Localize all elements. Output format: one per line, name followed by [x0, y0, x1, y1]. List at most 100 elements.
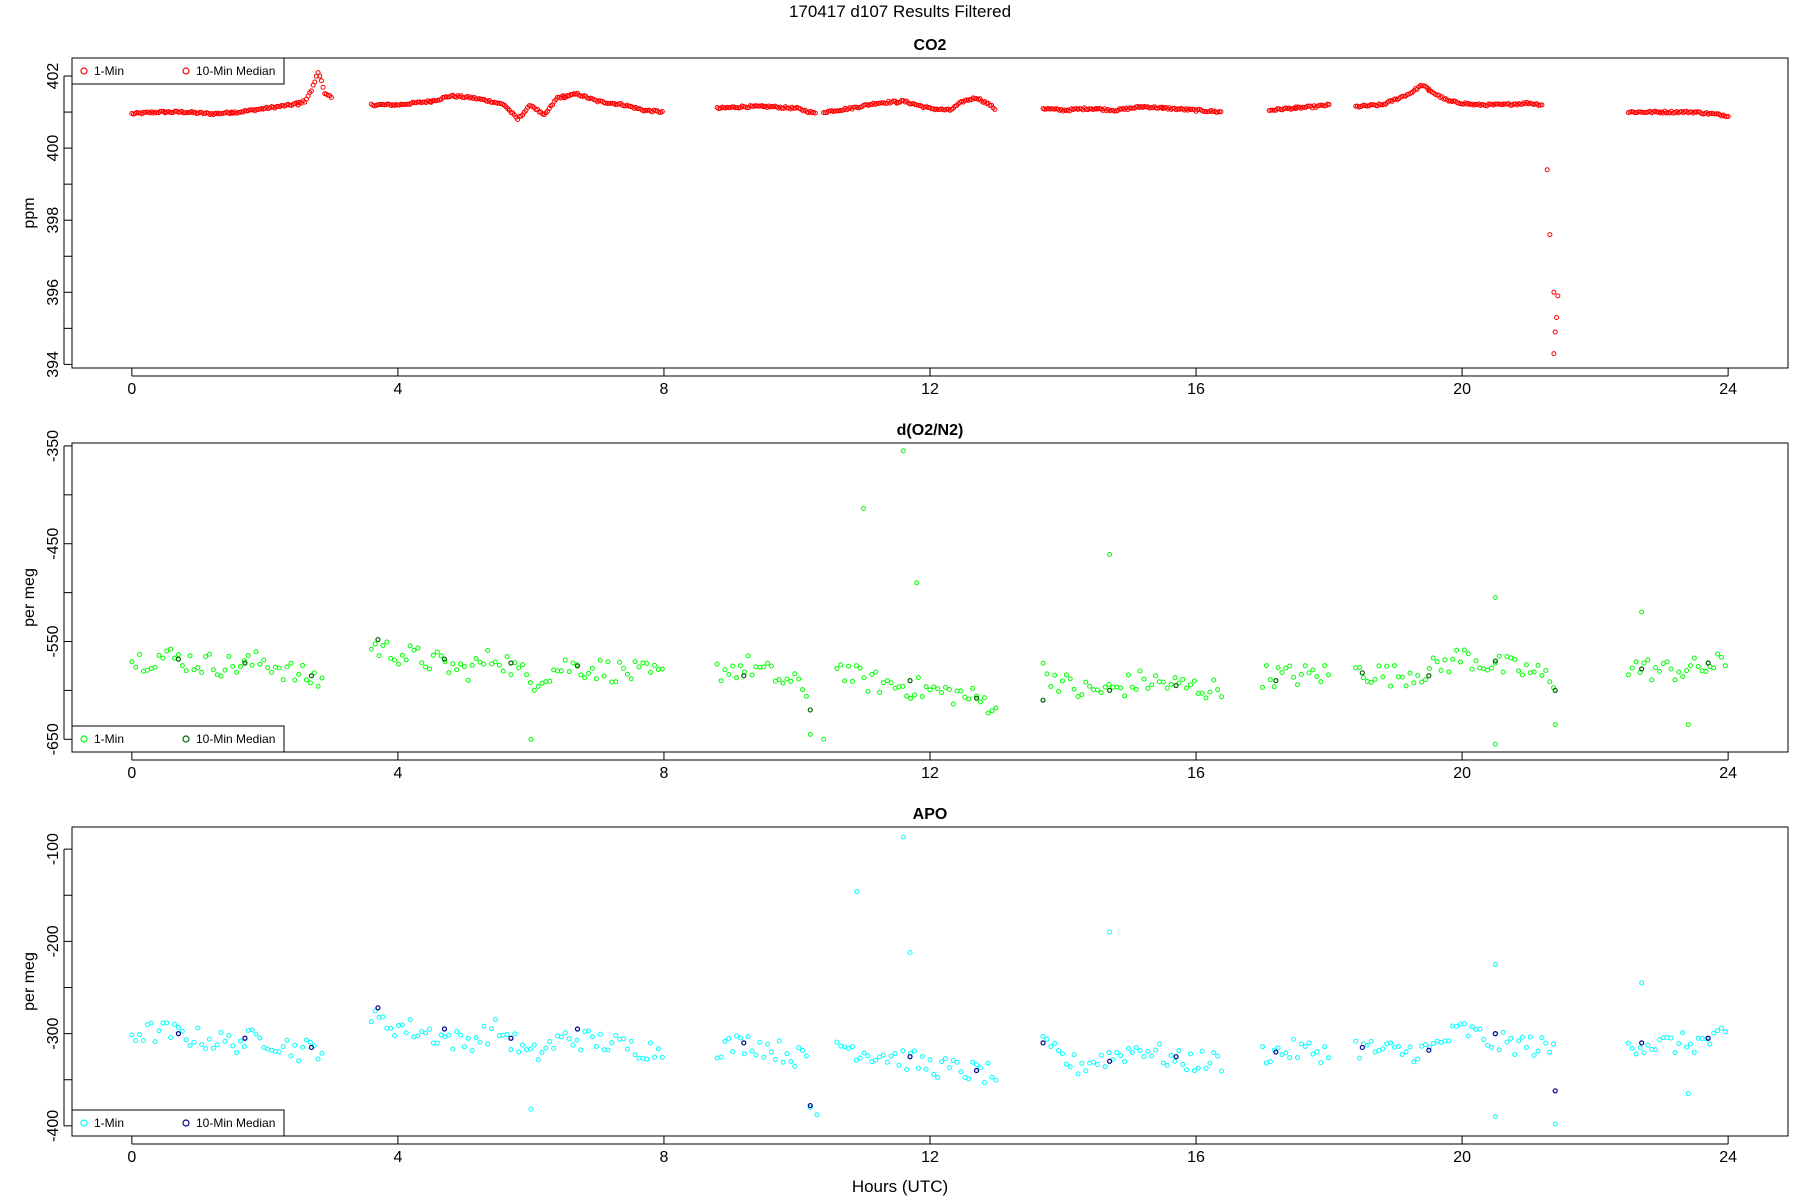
data-point-1min	[732, 105, 738, 111]
data-point-1min	[1364, 678, 1370, 684]
data-point-1min	[307, 680, 313, 686]
data-point-1min	[1703, 669, 1709, 675]
plot-frame	[71, 442, 1789, 753]
data-point-1min	[461, 1044, 467, 1050]
data-point-1min-outlier	[1639, 980, 1645, 986]
data-point-1min	[415, 1033, 421, 1039]
data-point-1min	[1672, 677, 1678, 683]
data-point-1min	[1203, 695, 1209, 701]
panel-apo: APO per meg 0 4 8 12 16 20 24 -100 -200 -300 -400 1-M…	[21, 806, 1789, 1166]
data-point-1min	[1071, 1052, 1077, 1058]
data-point-10min-median	[1173, 682, 1179, 689]
data-point-1min	[206, 651, 212, 657]
x-tick-label: 12	[921, 765, 939, 782]
data-point-1min	[241, 658, 247, 664]
data-point-1min	[520, 1042, 526, 1048]
data-point-10min-median	[1173, 1054, 1179, 1060]
data-point-1min	[757, 664, 763, 670]
data-point-1min	[1122, 693, 1128, 699]
data-point-1min	[458, 661, 464, 667]
data-point-10min-median	[1552, 687, 1558, 693]
data-point-1min	[1649, 677, 1655, 683]
data-point-1min	[489, 661, 495, 667]
data-point-1min	[411, 1034, 417, 1040]
data-point-1min	[1403, 1049, 1409, 1055]
data-point-1min	[434, 1040, 440, 1046]
data-point-1min	[1695, 663, 1701, 669]
data-point-1min	[164, 648, 170, 654]
data-point-1min	[531, 687, 537, 693]
data-point-1min	[931, 1071, 937, 1077]
figure-title: 170417 d107 Results Filtered	[788, 2, 1012, 21]
data-point-1min	[230, 1043, 236, 1049]
data-point-1min	[923, 684, 929, 690]
data-point-1min	[911, 1048, 917, 1054]
data-point-1min-outlier	[1551, 351, 1557, 357]
data-point-1min	[1075, 694, 1081, 700]
legend-swatch	[80, 67, 88, 75]
data-point-1min	[407, 1017, 413, 1023]
data-point-1min-outlier	[1492, 595, 1498, 600]
data-point-1min	[1645, 1042, 1651, 1048]
data-point-1min	[1469, 1024, 1475, 1030]
data-point-1min	[141, 668, 146, 674]
data-point-1min-outlier	[907, 949, 913, 955]
data-point-1min	[1653, 665, 1659, 671]
data-point-1min	[1364, 1042, 1370, 1048]
data-point-1min	[1415, 1056, 1421, 1062]
data-point-1min	[838, 662, 844, 668]
panel-title: d(O2/N2)	[897, 422, 964, 439]
data-point-1min	[1302, 1044, 1308, 1050]
data-point-1min	[648, 669, 654, 675]
data-point-1min	[1180, 676, 1186, 682]
data-point-1min	[1543, 668, 1549, 674]
data-point-1min	[992, 107, 998, 113]
data-point-1min	[659, 1054, 665, 1060]
data-point-1min	[589, 1034, 595, 1040]
data-point-1min	[1707, 1041, 1713, 1047]
data-point-1min	[1360, 675, 1366, 681]
data-point-1min	[846, 663, 852, 669]
data-point-1min-outlier	[807, 1104, 813, 1110]
data-point-1min	[853, 663, 859, 669]
data-point-1min	[1539, 102, 1545, 108]
data-point-1min	[1149, 1053, 1155, 1059]
y-tick-label: -450	[45, 528, 62, 560]
x-tick-label: 12	[921, 1149, 939, 1166]
data-point-1min	[1494, 101, 1500, 107]
data-point-1min	[838, 1043, 844, 1049]
data-point-10min-median	[441, 1026, 448, 1032]
data-point-1min	[1504, 1039, 1510, 1045]
data-point-1min	[780, 680, 786, 686]
data-point-1min	[535, 1057, 541, 1063]
data-point-1min	[1715, 651, 1721, 657]
data-point-1min	[237, 1038, 243, 1044]
data-point-1min	[1063, 672, 1069, 678]
data-point-10min-median	[1426, 1047, 1432, 1053]
data-point-1min	[520, 662, 526, 668]
data-point-1min	[884, 678, 890, 684]
data-point-10min-median	[907, 678, 913, 684]
data-point-1min	[1388, 683, 1394, 689]
data-point-1min	[1098, 1052, 1104, 1058]
y-tick-label: -300	[45, 1018, 62, 1050]
data-point-1min	[1283, 1050, 1289, 1056]
data-point-1min	[300, 662, 306, 668]
data-point-1min	[1279, 669, 1285, 675]
data-point-1min	[415, 645, 421, 651]
data-point-1min	[328, 94, 334, 100]
data-point-1min	[1326, 102, 1332, 108]
data-point-1min-outlier	[1552, 722, 1558, 728]
data-point-1min	[628, 1038, 634, 1044]
data-point-1min	[1357, 664, 1363, 670]
data-point-1min-outlier	[807, 731, 813, 737]
data-point-1min	[1129, 1050, 1135, 1056]
data-point-1min	[1680, 1030, 1686, 1036]
data-point-1min	[788, 1059, 794, 1065]
data-point-1min	[1211, 677, 1217, 683]
data-point-1min	[376, 653, 382, 659]
data-point-1min	[407, 643, 413, 649]
data-point-10min-median	[308, 1044, 315, 1051]
data-point-10min-median	[441, 656, 448, 662]
legend-label: 1-Min	[94, 1116, 124, 1130]
